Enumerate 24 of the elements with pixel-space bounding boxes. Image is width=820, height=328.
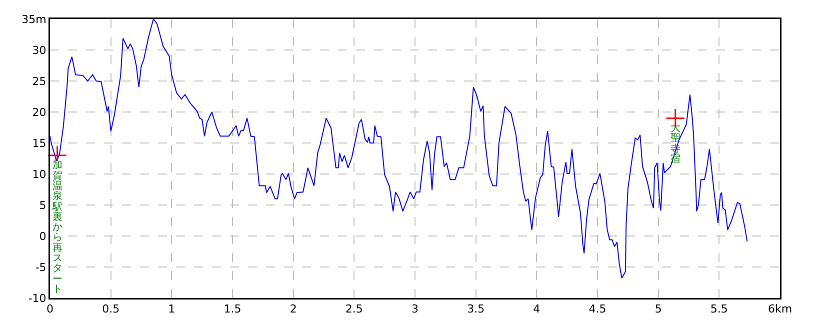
y-tick-label: 15 — [32, 136, 46, 150]
x-tick-label: 2 — [290, 302, 297, 316]
x-tick-label: 5.5 — [710, 302, 728, 316]
y-tick-label: 20 — [32, 106, 46, 119]
y-tick-label: 25 — [32, 74, 46, 88]
y-tick-label: -10 — [28, 292, 46, 305]
x-tick-label: 3 — [412, 302, 418, 316]
x-tick-label: 6km — [768, 302, 792, 316]
x-tick-label: 5 — [654, 302, 662, 316]
text: 加賀温泉駅裏から再スタート — [52, 160, 62, 295]
x-tick-label: 2.5 — [345, 302, 363, 316]
x-tick-label: 0.5 — [102, 302, 120, 316]
y-tick-label: 30 — [32, 44, 46, 57]
y-tick-label: 0 — [39, 230, 46, 243]
x-tick-label: 3.5 — [467, 302, 485, 316]
y-tick-label: 10 — [32, 168, 46, 181]
x-tick-label: 4.5 — [588, 302, 606, 316]
y-tick-label: 5 — [39, 198, 46, 212]
x-tick-label: 1 — [168, 302, 176, 316]
line-series — [50, 19, 748, 279]
x-tick-label: 4 — [533, 302, 540, 316]
y-tick-label: -5 — [35, 260, 46, 274]
x-tick-label: 1.5 — [224, 302, 242, 316]
y-tick-label: 35m — [22, 12, 46, 26]
